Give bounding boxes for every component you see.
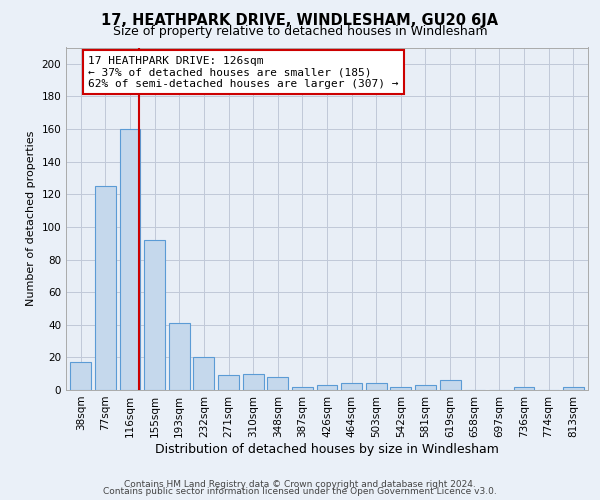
Bar — [218, 376, 239, 390]
Bar — [366, 384, 387, 390]
Bar — [317, 385, 337, 390]
X-axis label: Distribution of detached houses by size in Windlesham: Distribution of detached houses by size … — [155, 442, 499, 456]
Bar — [267, 377, 288, 390]
Text: 17, HEATHPARK DRIVE, WINDLESHAM, GU20 6JA: 17, HEATHPARK DRIVE, WINDLESHAM, GU20 6J… — [101, 12, 499, 28]
Bar — [415, 385, 436, 390]
Bar — [341, 384, 362, 390]
Bar — [193, 358, 214, 390]
Text: 17 HEATHPARK DRIVE: 126sqm
← 37% of detached houses are smaller (185)
62% of sem: 17 HEATHPARK DRIVE: 126sqm ← 37% of deta… — [88, 56, 398, 89]
Bar — [391, 386, 412, 390]
Bar — [563, 386, 584, 390]
Bar — [292, 386, 313, 390]
Text: Contains HM Land Registry data © Crown copyright and database right 2024.: Contains HM Land Registry data © Crown c… — [124, 480, 476, 489]
Text: Contains public sector information licensed under the Open Government Licence v3: Contains public sector information licen… — [103, 487, 497, 496]
Y-axis label: Number of detached properties: Number of detached properties — [26, 131, 36, 306]
Bar — [119, 129, 140, 390]
Bar — [144, 240, 165, 390]
Text: Size of property relative to detached houses in Windlesham: Size of property relative to detached ho… — [113, 25, 487, 38]
Bar — [70, 362, 91, 390]
Bar — [169, 323, 190, 390]
Bar — [95, 186, 116, 390]
Bar — [440, 380, 461, 390]
Bar — [242, 374, 263, 390]
Bar — [514, 386, 535, 390]
